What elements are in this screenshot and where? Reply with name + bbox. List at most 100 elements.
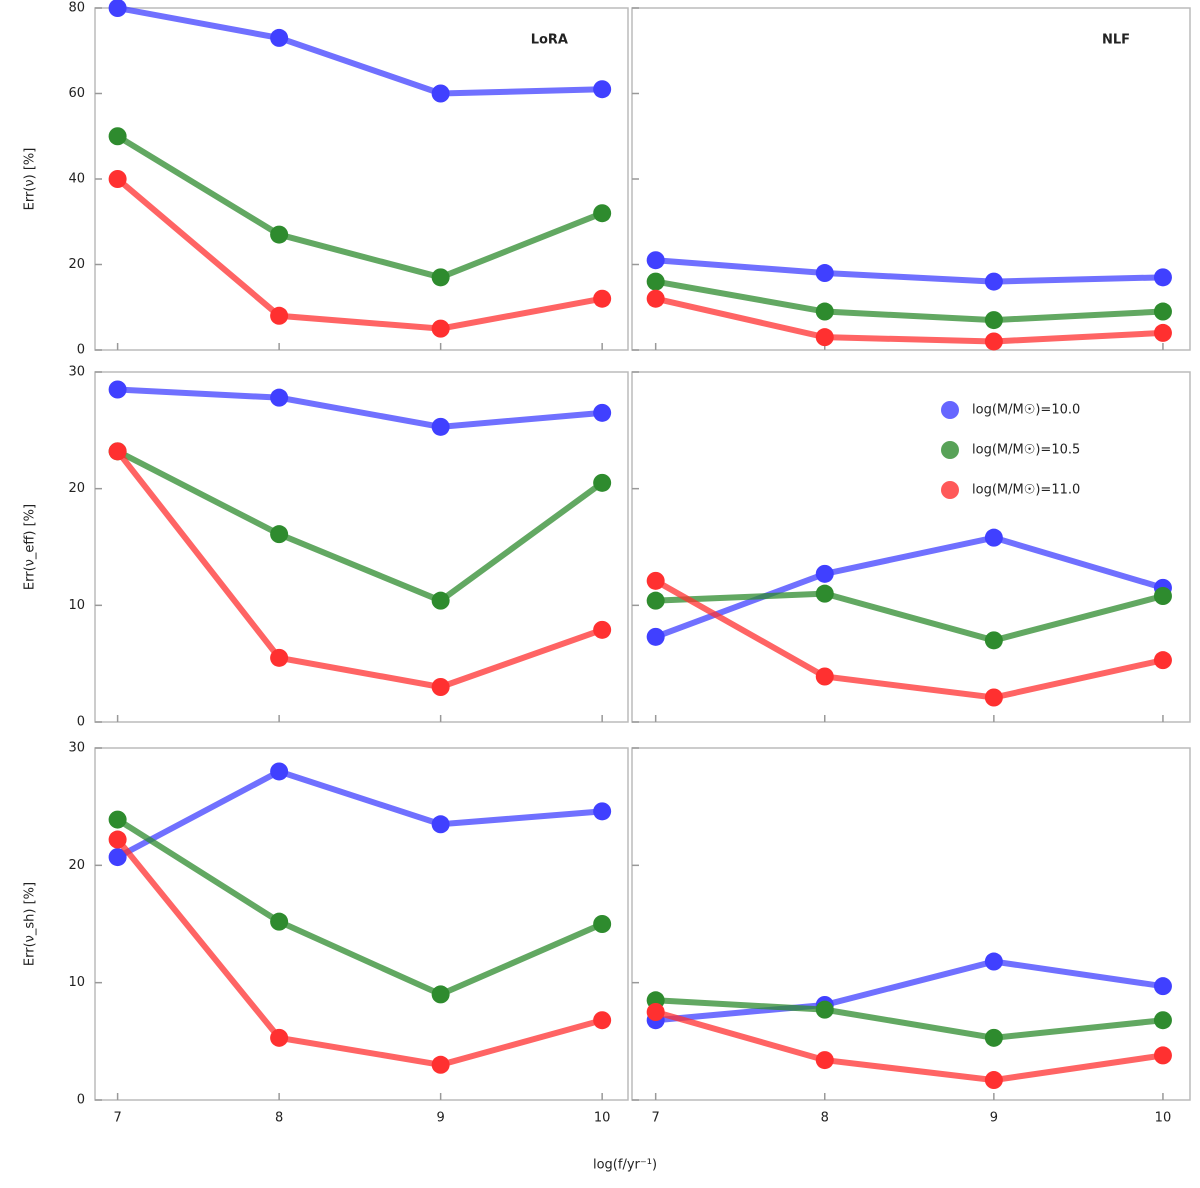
data-point	[270, 388, 289, 407]
data-point	[108, 0, 127, 17]
series-line	[115, 176, 603, 332]
x-tick-label: 9	[437, 1111, 445, 1126]
y-tick-label: 20	[68, 257, 85, 272]
data-point	[593, 473, 612, 492]
x-tick-label: 8	[821, 1111, 829, 1126]
data-point	[984, 332, 1003, 351]
panel-frame	[94, 7, 629, 351]
y-tick-label: 80	[68, 1, 85, 16]
data-point	[431, 268, 450, 287]
data-point	[1153, 1046, 1172, 1065]
panel-frame	[94, 747, 629, 1101]
data-point	[431, 84, 450, 103]
data-point	[270, 648, 289, 667]
legend-marker	[941, 401, 959, 419]
data-point	[431, 591, 450, 610]
y-axis-label: Err(ν_eff) [%]	[23, 504, 38, 590]
data-point	[815, 1000, 834, 1019]
series-line	[655, 958, 1164, 1024]
data-point	[646, 251, 665, 270]
panel-frame	[631, 7, 1191, 351]
data-point	[431, 1055, 450, 1074]
data-point	[108, 810, 127, 829]
y-tick-label: 10	[68, 975, 85, 990]
y-tick-label: 40	[68, 172, 85, 187]
data-point	[593, 620, 612, 639]
data-point	[815, 328, 834, 347]
y-tick-label: 20	[68, 858, 85, 873]
data-point	[108, 380, 127, 399]
data-point	[1153, 302, 1172, 321]
panel-frame	[94, 371, 629, 723]
data-point	[270, 306, 289, 325]
data-point	[593, 204, 612, 223]
x-tick-label: 8	[275, 1111, 283, 1126]
series-line	[654, 578, 1164, 701]
panel-title: NLF	[1102, 33, 1130, 48]
series-line	[655, 590, 1164, 644]
data-point	[108, 127, 127, 146]
legend-label: log(M/M☉)=10.5	[972, 443, 1080, 458]
data-point	[646, 627, 665, 646]
series-line	[117, 5, 603, 97]
data-point	[593, 289, 612, 308]
data-point	[815, 667, 834, 686]
data-point	[984, 528, 1003, 547]
panel-frame	[631, 747, 1191, 1101]
y-tick-label: 0	[77, 343, 85, 358]
y-tick-label: 10	[68, 598, 85, 613]
y-axis-label: Err(ν_sh) [%]	[23, 882, 38, 966]
series-line	[655, 295, 1164, 345]
data-point	[815, 584, 834, 603]
data-point	[431, 985, 450, 1004]
y-tick-label: 60	[68, 86, 85, 101]
data-point	[984, 311, 1003, 330]
data-point	[270, 1028, 289, 1047]
data-point	[815, 264, 834, 283]
data-point	[108, 170, 127, 188]
legend-marker	[941, 441, 959, 459]
data-point	[270, 525, 289, 544]
data-point	[984, 1028, 1003, 1047]
data-point	[984, 688, 1003, 707]
series-line	[115, 837, 603, 1068]
data-point	[646, 289, 665, 308]
series-line	[654, 534, 1164, 640]
data-point	[108, 848, 127, 867]
series-line	[116, 817, 604, 998]
y-tick-label: 0	[77, 715, 85, 730]
data-point	[270, 762, 289, 781]
data-point	[815, 1051, 834, 1070]
legend-marker	[941, 481, 959, 499]
x-tick-label: 7	[652, 1111, 660, 1126]
series-line	[116, 133, 604, 281]
data-point	[1153, 587, 1172, 605]
y-tick-label: 0	[77, 1093, 85, 1108]
y-tick-label: 20	[68, 481, 85, 496]
series-line	[655, 997, 1164, 1041]
y-axis-label: Err(ν) [%]	[23, 148, 38, 211]
data-point	[270, 28, 289, 47]
x-tick-label: 10	[1155, 1111, 1172, 1126]
series-line	[116, 768, 603, 860]
data-point	[984, 272, 1003, 291]
data-point	[1153, 268, 1172, 287]
data-point	[984, 1071, 1003, 1090]
data-point	[1153, 651, 1172, 670]
data-point	[108, 442, 127, 461]
data-point	[431, 815, 450, 834]
data-point	[984, 952, 1003, 971]
series-line	[116, 448, 604, 605]
data-point	[593, 1011, 612, 1030]
data-point	[1153, 977, 1172, 996]
data-point	[270, 912, 289, 931]
data-point	[1153, 323, 1172, 342]
data-point	[815, 302, 834, 321]
data-point	[593, 403, 612, 422]
data-point	[815, 564, 834, 583]
data-point	[431, 417, 450, 436]
series-line	[654, 1009, 1164, 1084]
series-line	[655, 257, 1164, 285]
x-tick-label: 10	[594, 1111, 611, 1126]
